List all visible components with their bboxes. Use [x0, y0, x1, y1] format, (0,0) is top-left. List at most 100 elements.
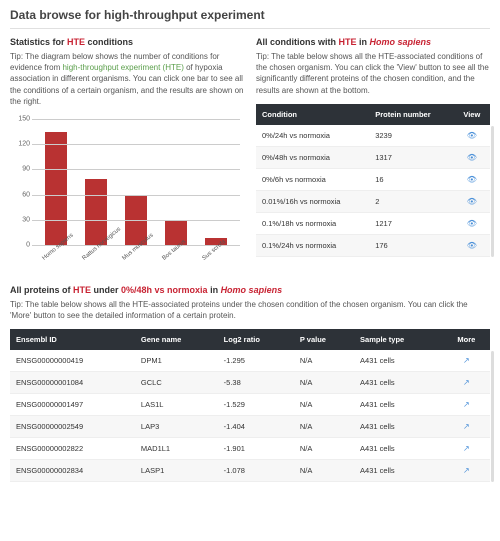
stats-title-suffix: conditions	[85, 37, 133, 47]
y-tick-label: 0	[12, 241, 30, 248]
table-row: 0.01%/16h vs normoxia2 👁	[256, 190, 490, 212]
y-tick-label: 60	[12, 191, 30, 198]
view-icon[interactable]: 👁	[467, 153, 477, 162]
bar-chart: 0306090120150 Homo sapiensRattus norvegi…	[10, 115, 244, 275]
id-cell: ENSG00000000419	[10, 350, 135, 372]
id-cell: ENSG00000002822	[10, 438, 135, 460]
y-tick-label: 30	[12, 216, 30, 223]
table-row: 0.1%/24h vs normoxia176 👁	[256, 234, 490, 256]
ptitle-prefix: All proteins of	[10, 285, 73, 295]
id-cell: ENSG00000001497	[10, 394, 135, 416]
chart-bar[interactable]	[45, 132, 67, 245]
x-tick-label: Sus scrofa	[201, 243, 237, 280]
x-tick-label: Mus musculus	[121, 243, 157, 280]
more-icon[interactable]: ↗	[463, 444, 470, 453]
stats-tip-link[interactable]: high-throughput experiment (HTE)	[62, 63, 183, 72]
stats-title-prefix: Statistics for	[10, 37, 67, 47]
sample-cell: A431 cells	[354, 460, 443, 482]
sample-cell: A431 cells	[354, 372, 443, 394]
cond-cell: 0.1%/24h vs normoxia	[256, 234, 369, 256]
cond-cell: 0%/48h vs normoxia	[256, 146, 369, 168]
ptitle-mid2: in	[208, 285, 221, 295]
view-icon[interactable]: 👁	[467, 131, 477, 140]
gene-cell: DPM1	[135, 350, 218, 372]
cond-cell: 0.01%/16h vs normoxia	[256, 190, 369, 212]
more-icon[interactable]: ↗	[463, 466, 470, 475]
gene-cell: MAD1L1	[135, 438, 218, 460]
cond-scrollbar[interactable]	[491, 126, 494, 257]
pth-sample: Sample type	[354, 329, 443, 350]
ptitle-cond: 0%/48h vs normoxia	[121, 285, 208, 295]
cond-th-number: Protein number	[369, 104, 453, 125]
num-cell: 1217	[369, 212, 453, 234]
pth-id: Ensembl ID	[10, 329, 135, 350]
table-row: ENSG00000001497LAS1L-1.529N/AA431 cells↗	[10, 394, 490, 416]
x-tick-label: Bos taurus	[161, 243, 197, 280]
gene-cell: LAP3	[135, 416, 218, 438]
num-cell: 176	[369, 234, 453, 256]
log2-cell: -5.38	[218, 372, 294, 394]
p-cell: N/A	[294, 438, 354, 460]
p-cell: N/A	[294, 394, 354, 416]
id-cell: ENSG00000002549	[10, 416, 135, 438]
sample-cell: A431 cells	[354, 416, 443, 438]
view-icon[interactable]: 👁	[467, 241, 477, 250]
cond-title-prefix: All conditions with	[256, 37, 339, 47]
table-row: ENSG00000001084GCLC-5.38N/AA431 cells ↗	[10, 372, 490, 394]
gene-cell: LAS1L	[135, 394, 218, 416]
gridline	[32, 169, 240, 170]
top-two-column: Statistics for HTE conditions Tip: The d…	[10, 37, 490, 275]
stats-title-hte: HTE	[67, 37, 85, 47]
table-row: 0%/24h vs normoxia3239👁	[256, 125, 490, 147]
y-tick-label: 90	[12, 166, 30, 173]
more-icon[interactable]: ↗	[463, 356, 470, 365]
proteins-scrollbar[interactable]	[491, 351, 494, 482]
gene-cell: GCLC	[135, 372, 218, 394]
x-tick-label: Homo sapiens	[41, 243, 77, 280]
conditions-table: Condition Protein number View 0%/24h vs …	[256, 104, 490, 257]
pth-p: P value	[294, 329, 354, 350]
more-icon[interactable]: ↗	[463, 422, 470, 431]
table-row: ENSG00000002549LAP3-1.404N/AA431 cells↗	[10, 416, 490, 438]
x-labels: Homo sapiensRattus norvegicusMus musculu…	[32, 249, 240, 279]
table-row: ENSG00000002834LASP1-1.078N/AA431 cells↗	[10, 460, 490, 482]
more-icon[interactable]: ↗	[463, 400, 470, 409]
ptitle-org: Homo sapiens	[221, 285, 283, 295]
gridline	[32, 144, 240, 145]
cond-title: All conditions with HTE in Homo sapiens	[256, 37, 490, 47]
sample-cell: A431 cells	[354, 350, 443, 372]
table-row: 0.1%/18h vs normoxia1217👁	[256, 212, 490, 234]
more-icon[interactable]: ↗	[463, 378, 470, 387]
num-cell: 2	[369, 190, 453, 212]
ptitle-hte: HTE	[73, 285, 91, 295]
p-cell: N/A	[294, 460, 354, 482]
y-tick-label: 150	[12, 115, 30, 122]
left-column: Statistics for HTE conditions Tip: The d…	[10, 37, 244, 275]
x-tick-label: Rattus norvegicus	[81, 243, 117, 280]
view-icon[interactable]: 👁	[467, 197, 477, 206]
view-icon[interactable]: 👁	[467, 175, 477, 184]
id-cell: ENSG00000001084	[10, 372, 135, 394]
proteins-tip: Tip: The table below shows all the HTE-a…	[10, 299, 490, 321]
chart-bar[interactable]	[85, 179, 107, 245]
view-icon[interactable]: 👁	[467, 219, 477, 228]
bars-container	[32, 119, 240, 245]
p-cell: N/A	[294, 416, 354, 438]
proteins-table: Ensembl ID Gene name Log2 ratio P value …	[10, 329, 490, 482]
page-title: Data browse for high-throughput experime…	[10, 8, 490, 29]
log2-cell: -1.529	[218, 394, 294, 416]
pth-more: More	[443, 329, 490, 350]
p-cell: N/A	[294, 372, 354, 394]
table-row: ENSG00000000419DPM1-1.295N/AA431 cells↗	[10, 350, 490, 372]
log2-cell: -1.901	[218, 438, 294, 460]
gene-cell: LASP1	[135, 460, 218, 482]
gridline	[32, 220, 240, 221]
cond-title-hte: HTE	[339, 37, 357, 47]
log2-cell: -1.078	[218, 460, 294, 482]
num-cell: 3239	[369, 125, 453, 147]
stats-title: Statistics for HTE conditions	[10, 37, 244, 47]
ptitle-mid1: under	[91, 285, 121, 295]
cond-th-view: View	[454, 104, 490, 125]
gridline	[32, 195, 240, 196]
cond-cell: 0%/6h vs normoxia	[256, 168, 369, 190]
